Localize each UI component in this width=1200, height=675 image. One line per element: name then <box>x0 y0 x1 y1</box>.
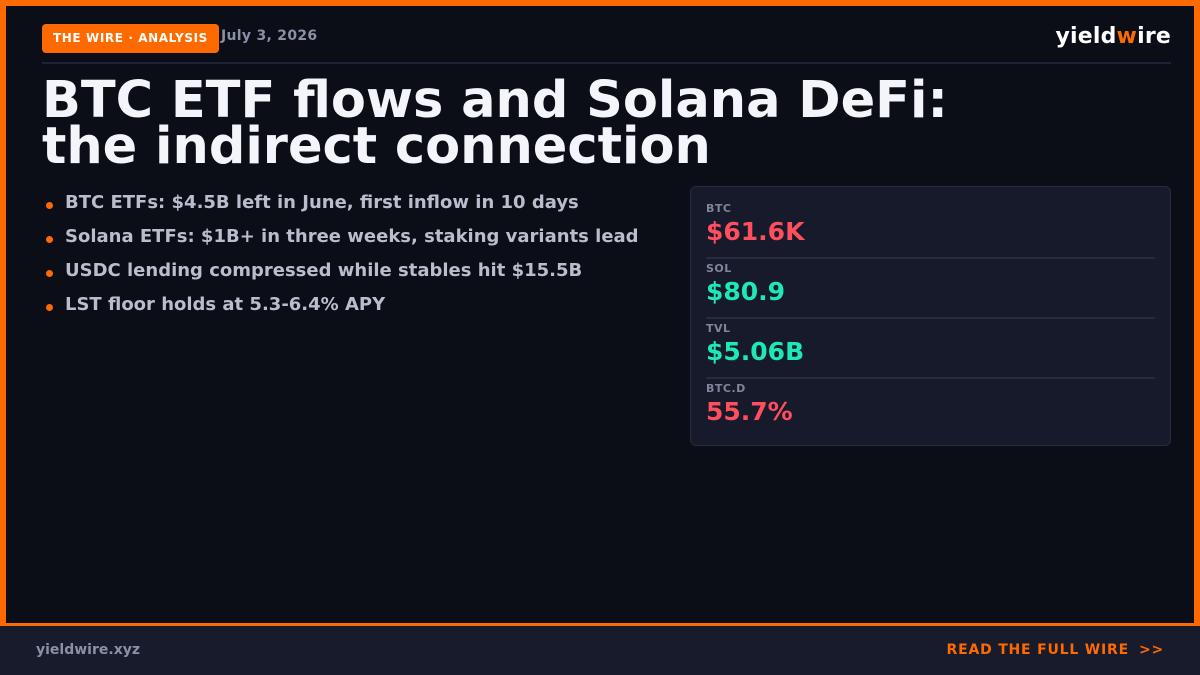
ticker-label: TVL <box>706 322 731 335</box>
bullet-dot-icon <box>46 269 53 277</box>
brand-logo-accent: w <box>1116 24 1138 49</box>
ticker-value: $5.06B <box>706 337 805 366</box>
key-point-text: LST floor holds at 5.3-6.4% APY <box>65 294 386 315</box>
headline-line-2: the indirect connection <box>42 117 711 176</box>
ticker-item-sol: SOL $80.9 <box>706 259 1155 319</box>
market-ticker-panel: BTC $61.6K SOL $80.9 TVL $5.06B BTC.D 55… <box>690 186 1171 446</box>
top-bar: THE WIRE · ANALYSIS July 3, 2026 yieldwi… <box>42 24 1171 64</box>
ticker-value: $61.6K <box>706 217 805 246</box>
read-full-wire-link[interactable]: READ THE FULL WIRE >> <box>947 642 1164 658</box>
site-url-link[interactable]: yieldwire.xyz <box>36 642 140 658</box>
key-point-text: Solana ETFs: $1B+ in three weeks, stakin… <box>65 226 639 247</box>
key-points-list: BTC ETFs: $4.5B left in June, first infl… <box>42 186 682 322</box>
ticker-label: BTC <box>706 202 732 215</box>
ticker-value: 55.7% <box>706 397 793 426</box>
card-frame: THE WIRE · ANALYSIS July 3, 2026 yieldwi… <box>0 0 1200 626</box>
read-full-wire-label: READ THE FULL WIRE <box>946 642 1129 658</box>
brand-logo-prefix: yield <box>1055 24 1117 49</box>
ticker-value: $80.9 <box>706 277 786 306</box>
headline: BTC ETF flows and Solana DeFi: the indir… <box>42 71 1172 176</box>
publish-date: July 3, 2026 <box>221 28 318 44</box>
brand-logo-suffix: ire <box>1137 24 1171 49</box>
bullet-dot-icon <box>46 303 53 311</box>
ticker-item-tvl: TVL $5.06B <box>706 319 1155 379</box>
bullet-dot-icon <box>46 201 53 209</box>
ticker-label: SOL <box>706 262 732 275</box>
brand-logo: yieldwire <box>1055 24 1171 49</box>
key-point-text: BTC ETFs: $4.5B left in June, first infl… <box>65 192 579 213</box>
ticker-item-btc-dominance: BTC.D 55.7% <box>706 379 1155 439</box>
bullet-dot-icon <box>46 235 53 243</box>
key-point: LST floor holds at 5.3-6.4% APY <box>42 288 682 322</box>
double-chevron-right-icon: >> <box>1138 642 1164 658</box>
key-point: Solana ETFs: $1B+ in three weeks, stakin… <box>42 220 682 254</box>
section-badge: THE WIRE · ANALYSIS <box>42 24 219 53</box>
key-point: BTC ETFs: $4.5B left in June, first infl… <box>42 186 682 220</box>
headline-line-1: BTC ETF flows and Solana DeFi: <box>42 71 948 130</box>
ticker-item-btc: BTC $61.6K <box>706 199 1155 259</box>
footer-bar: yieldwire.xyz READ THE FULL WIRE >> <box>0 626 1200 675</box>
key-point: USDC lending compressed while stables hi… <box>42 254 682 288</box>
key-point-text: USDC lending compressed while stables hi… <box>65 260 583 281</box>
ticker-label: BTC.D <box>706 382 746 395</box>
